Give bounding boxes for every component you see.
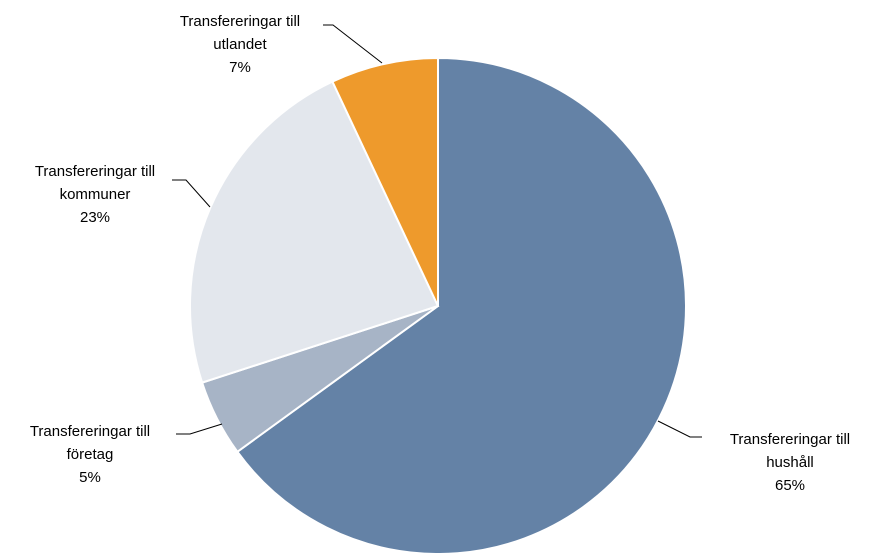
pie-slice bbox=[235, 56, 687, 553]
slice-label: Transfereringar till kommuner 23% bbox=[15, 160, 175, 229]
pie-slice bbox=[189, 80, 440, 384]
value-label: 7% bbox=[229, 59, 251, 76]
value-label: 5% bbox=[79, 469, 101, 486]
category-label: Transfereringar till företag bbox=[29, 423, 151, 463]
slice-label: Transfereringar till hushåll 65% bbox=[710, 428, 870, 497]
value-label: 65% bbox=[774, 477, 806, 494]
value-label: 23% bbox=[79, 209, 111, 226]
slice-label: Transfereringar till företag 5% bbox=[10, 420, 170, 489]
category-label: Transfereringar till kommuner bbox=[34, 163, 156, 203]
category-label: Transfereringar till hushåll bbox=[729, 431, 851, 471]
pie-slice bbox=[331, 56, 439, 307]
leader-line bbox=[172, 179, 211, 208]
slice-label: Transfereringar till utlandet 7% bbox=[160, 10, 320, 79]
leader-line bbox=[323, 24, 383, 64]
leader-line bbox=[657, 420, 702, 438]
category-label: Transfereringar till utlandet bbox=[179, 13, 301, 53]
leader-line bbox=[176, 423, 223, 435]
